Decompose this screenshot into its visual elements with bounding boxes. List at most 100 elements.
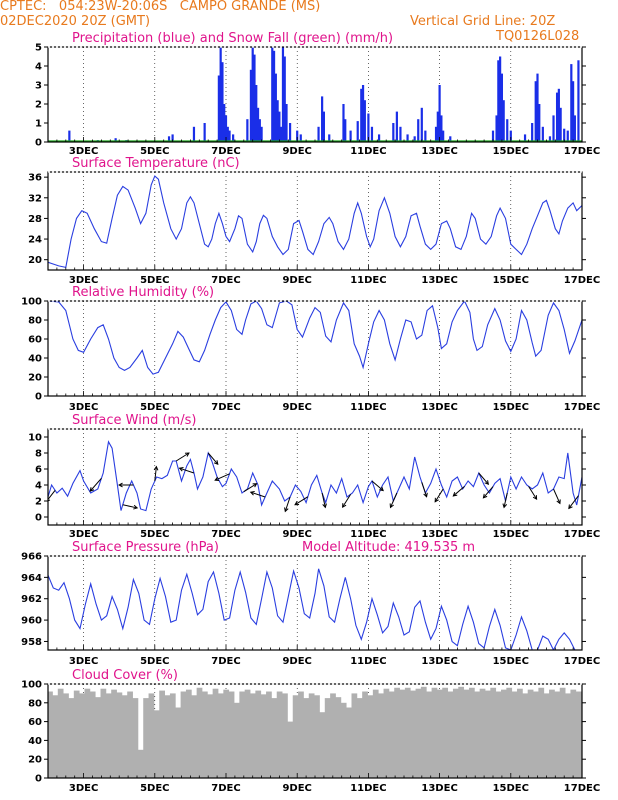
x-tick-label: 9DEC (282, 275, 311, 286)
precip-bar (559, 107, 562, 142)
precip-bar (420, 107, 423, 142)
panel-3: Relative Humidity (%) 0 20 40 60 80 100 3DEC 5DE… (21, 285, 600, 413)
y-tick-label: 4 (35, 62, 42, 73)
y-tick-label: 0 (35, 774, 42, 785)
cloud-bar (506, 687, 513, 778)
cloud-bar (404, 687, 411, 778)
wind-vector (154, 466, 157, 482)
cloud-bar (549, 689, 555, 778)
panel-data (48, 568, 576, 650)
precip-bar (342, 104, 345, 142)
wind-vector-head (117, 482, 123, 488)
x-tick-label: 11DEC (350, 275, 386, 286)
cloud-bar (314, 695, 320, 778)
cloud-bar (447, 691, 454, 778)
x-tick-label: 7DEC (211, 656, 240, 667)
precip-bar (449, 136, 452, 142)
y-tick-label: 100 (21, 297, 42, 308)
x-tick-label: 11DEC (350, 402, 386, 413)
cloud-bar (399, 689, 406, 778)
wind-vector-head (153, 465, 159, 471)
cloud-bar (501, 689, 507, 778)
wind-vector (528, 486, 538, 500)
y-tick-label: 966 (21, 552, 42, 563)
precip-bar (436, 111, 439, 142)
cloud-bar (362, 691, 368, 778)
precip-bar (171, 134, 174, 142)
precip-bar (249, 69, 253, 142)
x-tick-label: 9DEC (282, 146, 311, 157)
wind-vector-head (389, 503, 394, 509)
wind-vector-head (322, 503, 327, 509)
cloud-bar (484, 690, 491, 778)
wind-vector (243, 483, 257, 493)
x-tick-label: 15DEC (493, 275, 529, 286)
cloud-bar (239, 691, 246, 778)
panel-data (48, 686, 582, 778)
precip-bar (502, 100, 505, 142)
wind-vector (371, 480, 384, 491)
precip-bar (226, 126, 229, 142)
header-location: CPTEC: 054:23W-20:06S CAMPO GRANDE (MS) (0, 0, 321, 14)
cloud-bar (271, 698, 278, 778)
cloud-bar (68, 698, 75, 778)
wind-vector (390, 492, 398, 508)
wind-vector-head (214, 476, 220, 482)
cloud-bar (565, 693, 571, 778)
x-tick-label: 5DEC (140, 146, 169, 157)
precip-bar (534, 81, 537, 142)
precip-bar (442, 130, 445, 142)
precip-bar (232, 134, 235, 142)
x-tick-label: 15DEC (493, 656, 529, 667)
x-tick-label: 11DEC (350, 146, 386, 157)
x-tick-label: 9DEC (282, 529, 311, 540)
cloud-bar (543, 693, 550, 778)
cloud-bar (148, 693, 155, 778)
cloud-bar (207, 694, 214, 778)
y-tick-label: 0 (35, 392, 42, 403)
precip-bar (555, 92, 559, 142)
panel-1: Precipitation (blue) and Snow Fall (gree… (35, 31, 600, 157)
precip-bar (497, 60, 500, 142)
cloud-bar (95, 697, 101, 778)
precip-bar (361, 85, 365, 142)
cloud-bar (266, 691, 272, 778)
cloud-bar (191, 695, 198, 778)
precip-bar (274, 73, 277, 142)
panel-title: Cloud Cover (%) (72, 668, 178, 683)
y-tick-label: 32 (28, 193, 42, 204)
precip-bar (413, 136, 416, 142)
wind-vector (179, 467, 195, 474)
series-line (48, 301, 582, 375)
cloud-bar (335, 697, 342, 778)
precip-bar (283, 56, 286, 142)
y-tick-label: 4 (35, 481, 42, 492)
precip-bar (531, 123, 534, 142)
precip-bar (500, 73, 503, 142)
panel-title: Surface Temperature (nC) (72, 156, 240, 171)
y-tick-label: 20 (28, 373, 42, 384)
header-model-code: TQ0126L028 (496, 29, 580, 44)
y-tick-label: 0 (35, 138, 42, 149)
panel-annotation: Model Altitude: 419.535 m (302, 540, 475, 555)
x-tick-label: 3DEC (69, 275, 98, 286)
precip-bar (322, 111, 325, 142)
cloud-bar (303, 698, 310, 778)
precip-bar (557, 88, 560, 142)
precip-bar (399, 126, 402, 142)
wind-vector-head (423, 492, 428, 498)
cloud-bar (255, 690, 262, 778)
precip-bar (256, 107, 260, 142)
cloud-bar (436, 689, 443, 778)
cloud-bar (420, 686, 427, 778)
wind-vector-head (184, 452, 190, 457)
wind-vector-head (434, 497, 439, 503)
cloud-bar (164, 695, 171, 778)
precip-bar (68, 130, 71, 142)
wind-vector-head (178, 466, 184, 472)
precip-bar (278, 111, 281, 142)
cloud-bar (559, 687, 566, 778)
panel-frame (47, 171, 583, 271)
precip-bar (285, 104, 288, 142)
cloud-bar (356, 698, 363, 778)
